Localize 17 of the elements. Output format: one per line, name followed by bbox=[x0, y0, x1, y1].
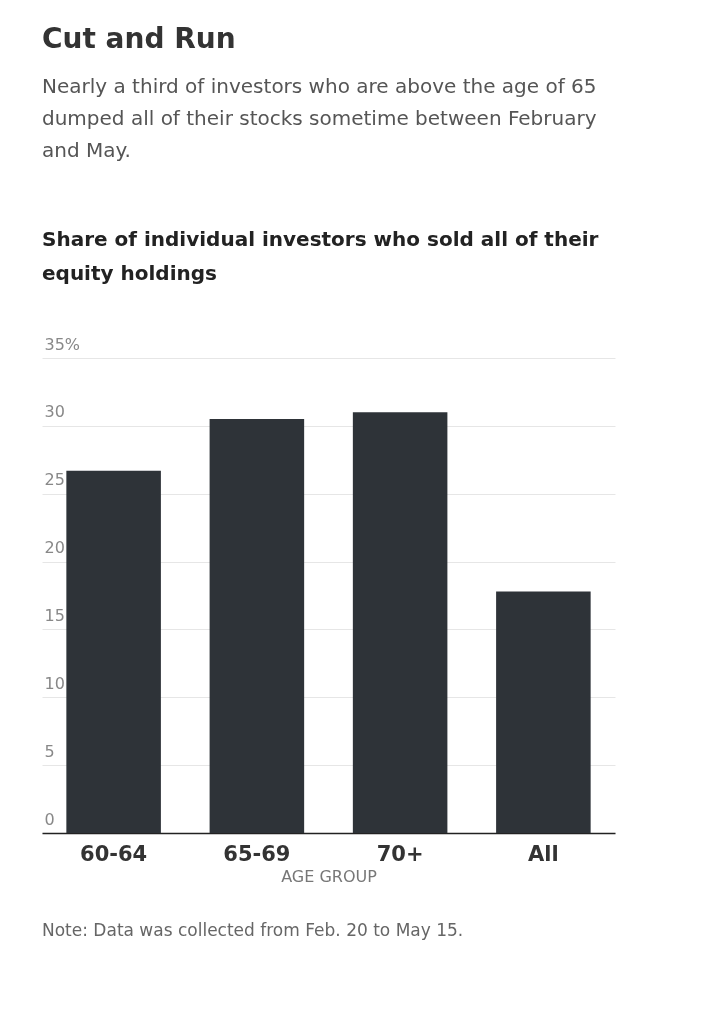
y-tick-label: 30 bbox=[44, 402, 65, 422]
y-axis-title: Share of individual investors who sold all of their equity holdings bbox=[42, 226, 600, 287]
y-tick-label: 5 bbox=[44, 741, 55, 761]
y-tick-label: 0 bbox=[44, 809, 55, 829]
x-axis-title: AGE GROUP bbox=[281, 866, 378, 886]
chart-subtitle: Nearly a third of investors who are above the age of 65 dumped all of their stocks sometime between February and May. bbox=[42, 73, 598, 164]
x-tick-label: 65-69 bbox=[223, 841, 291, 866]
x-tick-label: 60-64 bbox=[80, 841, 148, 866]
text: Note: Data was collected from Feb. 20 to May 15. bbox=[42, 919, 464, 942]
x-tick-label: 70+ bbox=[376, 841, 424, 866]
y-tick-label: 15 bbox=[44, 605, 65, 625]
chart-title: Cut and Run bbox=[42, 22, 236, 55]
y-tick-label: 20 bbox=[44, 538, 65, 558]
y-tick-label: 25 bbox=[44, 470, 65, 490]
y-tick-label: 35% bbox=[44, 334, 81, 354]
y-tick-label: 10 bbox=[44, 673, 65, 693]
x-tick-label: All bbox=[528, 841, 559, 866]
